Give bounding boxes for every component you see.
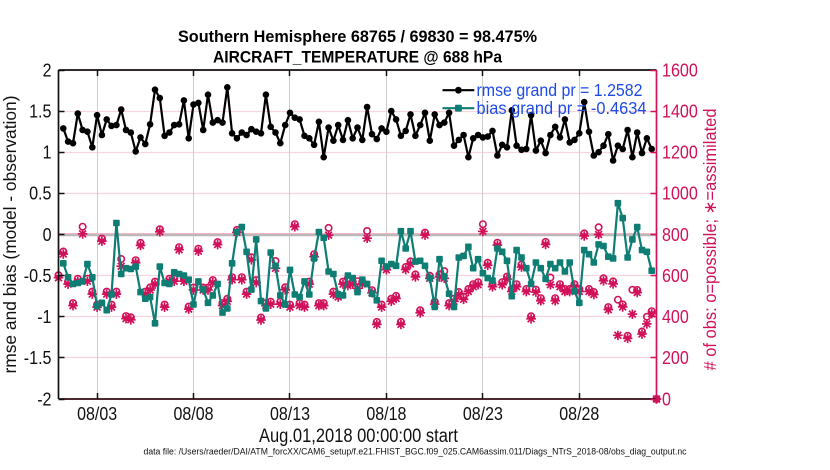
svg-text:2: 2	[43, 60, 52, 80]
svg-text:bias grand pr = -0.4634: bias grand pr = -0.4634	[477, 98, 647, 118]
svg-text:1400: 1400	[662, 101, 698, 121]
svg-text:600: 600	[662, 266, 689, 286]
svg-text:AIRCRAFT_TEMPERATURE @ 688 hPa: AIRCRAFT_TEMPERATURE @ 688 hPa	[213, 48, 502, 67]
svg-text:08/08: 08/08	[174, 404, 214, 424]
svg-text:08/13: 08/13	[270, 404, 310, 424]
svg-text:rmse and bias (model - observa: rmse and bias (model - observation)	[0, 96, 20, 374]
svg-text:200: 200	[662, 348, 689, 368]
svg-text:0: 0	[662, 389, 671, 409]
svg-text:data file: /Users/raeder/DAI/A: data file: /Users/raeder/DAI/ATM_forcXX/…	[144, 447, 687, 457]
svg-text:Aug.01,2018 00:00:00 start: Aug.01,2018 00:00:00 start	[259, 426, 459, 447]
svg-text:800: 800	[662, 225, 689, 245]
svg-text:1600: 1600	[662, 60, 698, 80]
svg-text:08/18: 08/18	[366, 404, 406, 424]
svg-text:08/23: 08/23	[463, 404, 503, 424]
svg-text:1200: 1200	[662, 143, 698, 163]
svg-text:-0.5: -0.5	[24, 266, 52, 286]
svg-text:1000: 1000	[662, 184, 698, 204]
svg-text:Southern Hemisphere 68765 / 69: Southern Hemisphere 68765 / 69830 = 98.4…	[178, 27, 537, 46]
svg-text:0.5: 0.5	[29, 184, 51, 204]
svg-text:-1: -1	[37, 307, 51, 327]
svg-text:08/28: 08/28	[559, 404, 599, 424]
svg-text:rmse grand pr = 1.2582: rmse grand pr = 1.2582	[477, 80, 643, 100]
svg-text:400: 400	[662, 307, 689, 327]
svg-text:1.5: 1.5	[29, 101, 51, 121]
svg-text:-1.5: -1.5	[24, 348, 52, 368]
svg-text:# of obs: o=possible; ∗=assimi: # of obs: o=possible; ∗=assimilated	[700, 109, 720, 371]
svg-text:08/03: 08/03	[77, 404, 117, 424]
svg-text:-2: -2	[37, 389, 51, 409]
svg-text:1: 1	[43, 143, 52, 163]
svg-text:0: 0	[43, 225, 52, 245]
